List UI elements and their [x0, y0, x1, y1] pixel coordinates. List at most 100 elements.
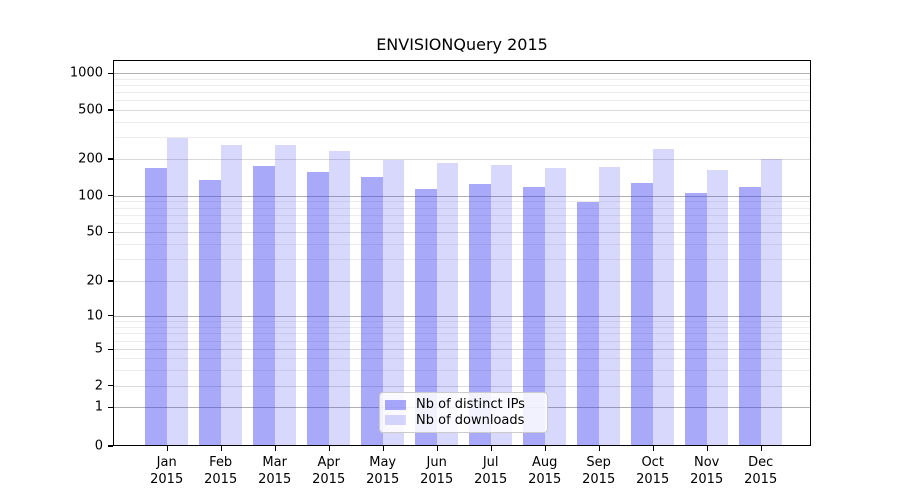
bar-downloads-apr	[328, 151, 351, 446]
minor-gridline	[113, 358, 811, 360]
y-tick-label: 20	[86, 273, 103, 289]
month-label: May	[369, 455, 397, 470]
bar-distinct-ips-jun	[414, 189, 437, 446]
month-label: Oct	[641, 455, 664, 470]
bar-downloads-aug	[544, 167, 567, 446]
bar-distinct-ips-dec	[738, 186, 761, 446]
x-tick-label-apr: Apr 2015	[312, 455, 345, 488]
month-label: Jun	[426, 455, 447, 470]
y-tick-mark	[108, 231, 113, 233]
y-tick-mark	[108, 315, 113, 317]
y-tick-mark	[108, 72, 113, 74]
minor-gridline	[113, 78, 811, 80]
y-tick-label: 5	[94, 341, 103, 357]
x-tick-mark	[760, 446, 762, 451]
y-tick-mark	[108, 158, 113, 160]
year-label: 2015	[366, 471, 400, 487]
year-label: 2015	[636, 471, 670, 487]
legend-item: Nb of distinct IPs	[385, 397, 541, 412]
major-gridline	[113, 349, 811, 351]
month-label: Jan	[156, 455, 177, 470]
minor-gridline	[113, 326, 811, 328]
legend-label: Nb of downloads	[416, 412, 525, 428]
y-tick-label: 100	[78, 188, 103, 204]
y-tick-label: 1000	[69, 65, 103, 81]
minor-gridline	[113, 214, 811, 216]
major-gridline	[113, 195, 811, 197]
year-label: 2015	[150, 471, 184, 487]
x-tick-label-dec: Dec 2015	[744, 455, 777, 488]
minor-gridline	[113, 259, 811, 261]
month-label: Feb	[209, 455, 233, 470]
y-tick-label: 200	[78, 151, 103, 167]
month-label: Dec	[748, 455, 774, 470]
bar-downloads-nov	[706, 169, 729, 446]
y-tick-label: 10	[86, 308, 103, 324]
x-tick-label-aug: Aug 2015	[528, 455, 561, 488]
month-label: Jul	[482, 455, 499, 470]
bar-downloads-sep	[598, 167, 621, 446]
x-tick-mark	[598, 446, 600, 451]
y-tick-label: 0	[94, 438, 103, 454]
y-tick-label: 1	[94, 399, 103, 415]
y-tick-mark	[108, 406, 113, 408]
x-tick-mark	[328, 446, 330, 451]
bar-downloads-oct	[652, 149, 675, 446]
legend-swatch	[385, 415, 406, 426]
x-tick-label-nov: Nov 2015	[690, 455, 723, 488]
bar-downloads-jun	[436, 162, 459, 446]
major-gridline	[113, 385, 811, 387]
x-tick-mark	[490, 446, 492, 451]
year-label: 2015	[474, 471, 508, 487]
bar-distinct-ips-nov	[684, 193, 707, 446]
minor-gridline	[113, 100, 811, 102]
y-tick-mark	[108, 109, 113, 111]
x-tick-label-jul: Jul 2015	[474, 455, 507, 488]
bar-distinct-ips-may	[360, 177, 383, 446]
major-gridline	[113, 232, 811, 234]
x-tick-label-mar: Mar 2015	[258, 455, 291, 488]
bar-downloads-mar	[274, 145, 297, 446]
legend-item: Nb of downloads	[385, 413, 541, 428]
bar-distinct-ips-mar	[252, 165, 275, 446]
x-tick-mark	[166, 446, 168, 451]
bar-distinct-ips-jul	[468, 184, 491, 446]
major-gridline	[113, 110, 811, 111]
minor-gridline	[113, 207, 811, 209]
x-tick-label-sep: Sep 2015	[582, 455, 615, 488]
x-tick-label-oct: Oct 2015	[636, 455, 669, 488]
x-tick-mark	[220, 446, 222, 451]
x-tick-mark	[274, 446, 276, 451]
y-tick-mark	[108, 445, 113, 447]
bar-distinct-ips-feb	[198, 179, 221, 446]
y-tick-label: 500	[78, 102, 103, 118]
major-gridline	[113, 73, 811, 75]
year-label: 2015	[744, 471, 778, 487]
bar-distinct-ips-jan	[144, 167, 167, 446]
month-label: Sep	[586, 455, 611, 470]
bar-distinct-ips-oct	[630, 183, 653, 446]
y-tick-mark	[108, 195, 113, 197]
major-gridline	[113, 315, 811, 317]
x-tick-label-jun: Jun 2015	[420, 455, 453, 488]
x-tick-label-feb: Feb 2015	[204, 455, 237, 488]
minor-gridline	[113, 85, 811, 87]
minor-gridline	[113, 340, 811, 342]
x-tick-label-may: May 2015	[366, 455, 399, 488]
year-label: 2015	[690, 471, 724, 487]
y-tick-label: 2	[94, 378, 103, 394]
x-tick-mark	[382, 446, 384, 451]
month-label: Mar	[262, 455, 287, 470]
minor-gridline	[113, 137, 811, 139]
bar-downloads-jan	[166, 137, 189, 446]
minor-gridline	[113, 333, 811, 334]
major-gridline	[113, 281, 811, 282]
x-tick-label-jan: Jan 2015	[150, 455, 183, 488]
month-label: Apr	[317, 455, 340, 470]
minor-gridline	[113, 222, 811, 224]
bar-downloads-may	[382, 160, 405, 446]
chart-title: ENVISIONQuery 2015	[376, 35, 548, 54]
major-gridline	[113, 159, 811, 160]
legend-swatch	[385, 399, 406, 410]
